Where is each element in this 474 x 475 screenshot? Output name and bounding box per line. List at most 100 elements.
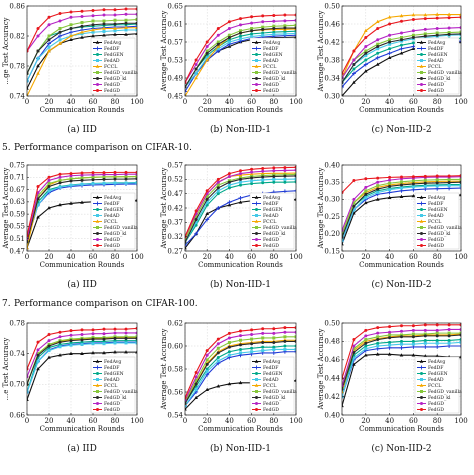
chart-9-legend-label-8: FedGD bbox=[428, 407, 444, 413]
chart-3-series-1-point-4 bbox=[387, 51, 392, 56]
chart-8-series-8-point-5 bbox=[239, 329, 242, 333]
chart-1-series-4-point-5 bbox=[80, 30, 84, 34]
chart-9-series-2-point-7 bbox=[423, 338, 427, 342]
chart-8-series-8-point-9 bbox=[283, 326, 287, 330]
chart-4-legend-marker-6 bbox=[96, 232, 99, 235]
chart-7-ytick-label-1: 0.70 bbox=[9, 381, 25, 389]
chart-4-series-0-point-2 bbox=[47, 206, 51, 210]
chart-9-series-6-point-9 bbox=[447, 334, 451, 338]
chart-4-series-7-point-4 bbox=[69, 174, 73, 178]
chart-9-series-2-point-8 bbox=[435, 338, 439, 342]
chart-9-series-0-point-4 bbox=[387, 352, 392, 356]
chart-5-series-7-point-7 bbox=[261, 169, 265, 173]
chart-8-series-8-point-2 bbox=[205, 349, 209, 353]
chart-5-xtick-label-4: 80 bbox=[269, 253, 278, 261]
chart-8-series-5-point-1 bbox=[194, 379, 198, 382]
chart-8-ytick-label-0: 0.54 bbox=[167, 411, 183, 419]
chart-4-legend-marker-5 bbox=[96, 226, 99, 229]
chart-9-series-8-point-2 bbox=[364, 328, 368, 332]
chart-9-series-7-point-5 bbox=[400, 329, 403, 333]
chart-9-series-8-point-4 bbox=[388, 325, 392, 329]
chart-9-series-8-point-3 bbox=[376, 326, 380, 330]
chart-4-series-3-point-8 bbox=[113, 181, 117, 185]
chart-7-series-2-point-10 bbox=[135, 339, 137, 343]
chart-8-legend-marker-4 bbox=[254, 383, 259, 387]
chart-8-series-3-point-10 bbox=[294, 347, 296, 351]
chart-9-legend-label-2: FedGEN bbox=[428, 371, 448, 377]
chart-8-series-8-point-8 bbox=[272, 327, 276, 331]
chart-5-series-1-point-2 bbox=[205, 217, 210, 222]
chart-6-series-6-point-6 bbox=[411, 182, 415, 186]
chart-3-legend-marker-3 bbox=[420, 59, 423, 62]
chart-4-series-3-point-7 bbox=[102, 181, 106, 185]
chart-5-series-3-point-8 bbox=[272, 177, 276, 181]
chart-3-series-7-point-2 bbox=[364, 45, 368, 48]
chart-3-series-5-point-3 bbox=[376, 42, 380, 46]
chart-3-series-5-point-8 bbox=[435, 31, 439, 35]
chart-4-series-3-point-1 bbox=[36, 203, 40, 207]
chart-5-series-5-point-3 bbox=[216, 183, 220, 187]
chart-3-legend-label-7: FedGD bbox=[428, 82, 444, 88]
chart-4-series-3-point-4 bbox=[69, 183, 73, 187]
chart-9-series-8-point-7 bbox=[423, 323, 427, 327]
chart-8-series-6-point-10 bbox=[294, 339, 296, 343]
chart-2-legend-marker-2 bbox=[255, 53, 258, 56]
chart-7-series-0-point-1 bbox=[36, 367, 40, 371]
chart-5-series-5-point-10 bbox=[294, 172, 296, 176]
chart-5-series-3-point-9 bbox=[283, 177, 287, 181]
chart-4-series-5-point-8 bbox=[113, 175, 117, 179]
chart-1-legend-label-1: FedDF bbox=[104, 46, 119, 52]
chart-3-series-1-point-6 bbox=[411, 44, 416, 49]
chart-3-series-1-point-0 bbox=[342, 85, 344, 89]
chart-6-ytick-label-5: 0.40 bbox=[324, 161, 340, 169]
chart-5-xtick-label-1: 20 bbox=[203, 253, 212, 261]
chart-7-series-5-point-6 bbox=[91, 336, 95, 340]
chart-4-series-7-point-6 bbox=[91, 173, 95, 177]
chart-9-series-6-point-6 bbox=[411, 335, 415, 339]
chart-7-series-5-point-4 bbox=[69, 337, 73, 341]
chart-2: 0.45 0.49 0.53 0.57 0.61 0.65 0 20 40 60 80 100 Comm… bbox=[160, 2, 303, 135]
chart-3-series-2-point-6 bbox=[411, 41, 415, 45]
chart-5-legend-label-4: FCCL bbox=[263, 219, 276, 225]
chart-9-series-2-point-3 bbox=[376, 341, 380, 345]
chart-8-series-6-point-9 bbox=[283, 339, 287, 343]
chart-4-xtick-label-5: 100 bbox=[130, 253, 143, 261]
chart-2-series-8-point-10 bbox=[294, 13, 296, 17]
chart-8-xtick-label-5: 100 bbox=[289, 417, 302, 425]
chart-7-series-3-point-6 bbox=[91, 342, 95, 346]
chart-3-xtick-label-2: 40 bbox=[385, 98, 394, 106]
chart-1-series-1-point-3 bbox=[58, 34, 62, 38]
chart-8-series-8-point-4 bbox=[227, 331, 231, 335]
chart-1-legend-marker-6 bbox=[96, 77, 99, 80]
chart-5-series-5-point-0 bbox=[185, 238, 187, 242]
chart-3-series-2-point-1 bbox=[352, 67, 356, 71]
chart-2-series-7-point-7 bbox=[261, 20, 265, 24]
chart-8-legend-label-0: FedAvg bbox=[263, 359, 280, 365]
chart-1: 0.74 0.78 0.82 0.86 0 20 40 60 80 100 Communicatio… bbox=[2, 2, 144, 135]
chart-2-series-3-point-3 bbox=[216, 47, 220, 51]
chart-5-legend-label-1: FedDF bbox=[263, 201, 278, 207]
chart-8-legend-label-8: FedGD bbox=[263, 407, 279, 413]
chart-2-series-5-point-7 bbox=[261, 25, 265, 29]
chart-8-legend: FedAvgFedDFFedGENFedADFCCLFedGD_vanillaF… bbox=[249, 356, 297, 414]
chart-8-xtick-label-0: 0 bbox=[183, 417, 187, 425]
chart-8-legend-label-3: FedAD bbox=[263, 377, 279, 383]
chart-7-legend-label-8: FedGD bbox=[104, 407, 120, 413]
chart-7-series-7-point-6 bbox=[91, 332, 95, 336]
chart-1-series-5-point-10 bbox=[135, 18, 137, 21]
chart-5-series-0-point-5 bbox=[238, 200, 243, 204]
chart-7-legend-label-0: FedAvg bbox=[104, 359, 121, 365]
chart-1-series-0-point-10 bbox=[135, 31, 137, 36]
chart-2-series-7-point-5 bbox=[239, 23, 242, 27]
chart-5-series-2-point-7 bbox=[261, 181, 265, 185]
chart-7-series-7-point-0 bbox=[27, 375, 29, 379]
chart-5-series-1-point-1 bbox=[194, 231, 199, 236]
chart-8-legend-marker-5 bbox=[255, 390, 258, 393]
chart-4-series-8-point-1 bbox=[36, 185, 40, 188]
chart-8-series-5-point-10 bbox=[294, 335, 296, 339]
chart-5-ytick-label-3: 0.42 bbox=[167, 204, 183, 212]
chart-8-series-3-point-6 bbox=[250, 350, 254, 354]
chart-4-legend-label-2: FedGEN bbox=[104, 207, 124, 213]
chart-9-legend-label-7: FedGD bbox=[428, 401, 444, 407]
chart-2-series-8-point-7 bbox=[261, 14, 265, 18]
